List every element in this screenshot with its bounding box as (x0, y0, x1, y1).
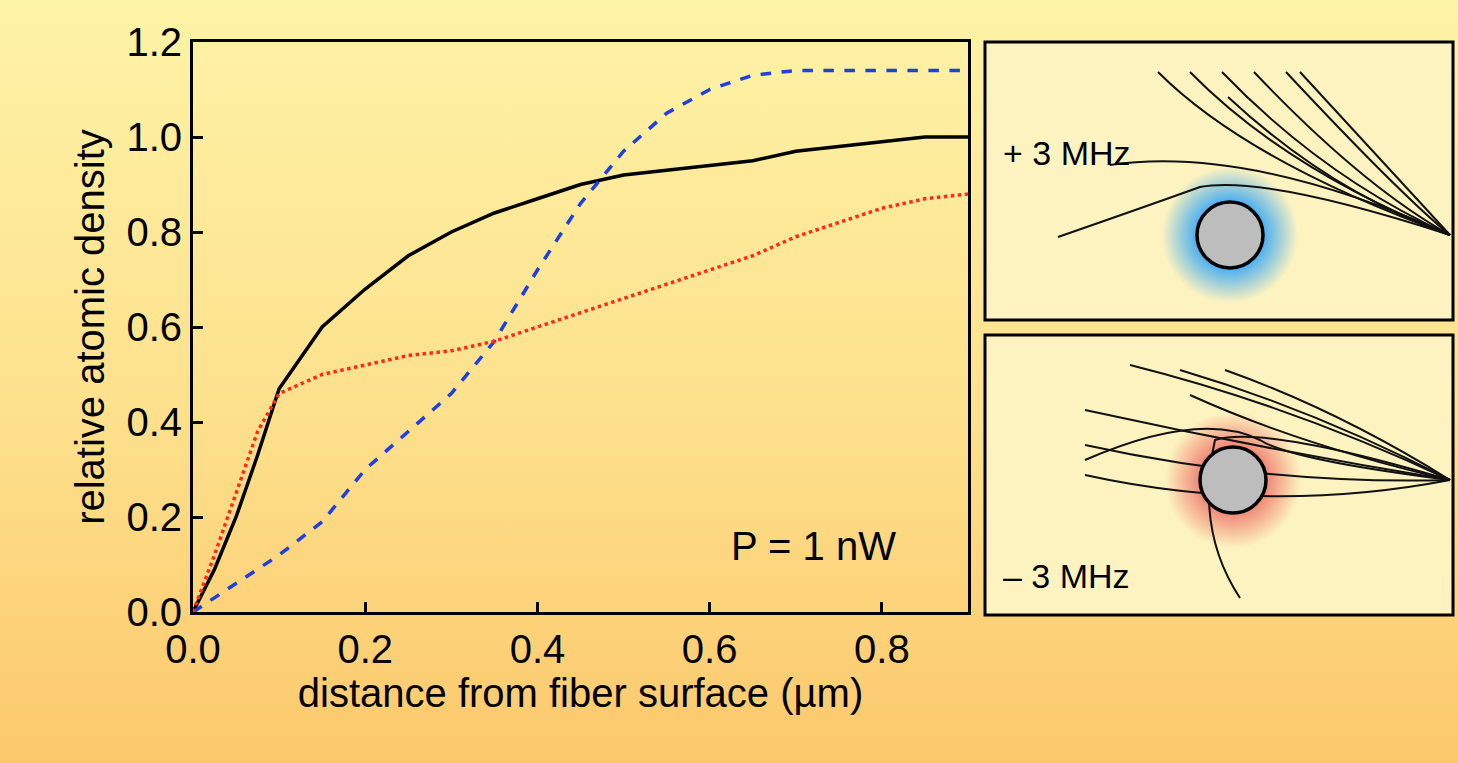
svg-text:distance from fiber surface (µ: distance from fiber surface (µm) (298, 671, 863, 715)
svg-text:0.2: 0.2 (126, 495, 182, 539)
svg-text:0.0: 0.0 (165, 627, 221, 671)
svg-text:– 3 MHz: – 3 MHz (1003, 557, 1130, 595)
svg-text:0.8: 0.8 (854, 627, 910, 671)
svg-text:P = 1 nW: P = 1 nW (731, 524, 896, 568)
svg-text:relative atomic density: relative atomic density (68, 129, 112, 525)
svg-text:1.2: 1.2 (126, 20, 182, 64)
svg-text:+ 3 MHz: + 3 MHz (1003, 134, 1131, 172)
svg-text:0.8: 0.8 (126, 210, 182, 254)
svg-text:0.2: 0.2 (337, 627, 393, 671)
svg-text:0.6: 0.6 (126, 305, 182, 349)
svg-text:0.6: 0.6 (682, 627, 738, 671)
svg-text:0.4: 0.4 (510, 627, 566, 671)
svg-text:0.4: 0.4 (126, 400, 182, 444)
svg-text:1.0: 1.0 (126, 115, 182, 159)
svg-text:0.0: 0.0 (126, 590, 182, 634)
